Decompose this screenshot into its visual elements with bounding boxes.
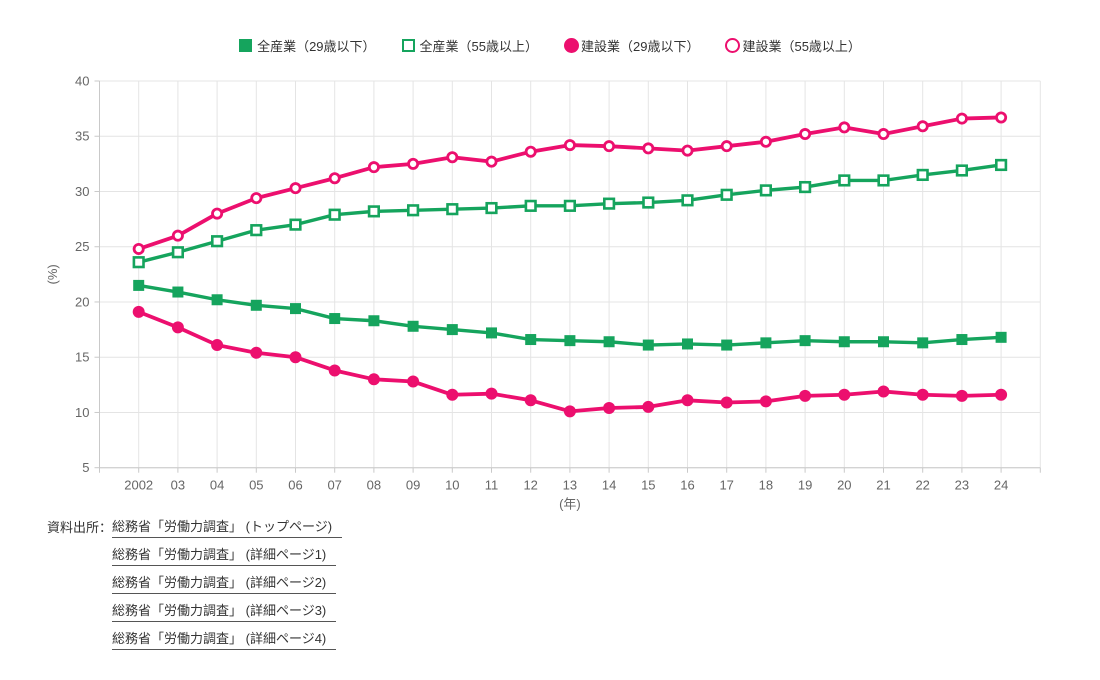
svg-text:23: 23	[955, 478, 969, 493]
open-circle-marker-icon	[725, 38, 741, 53]
svg-text:20: 20	[75, 294, 89, 309]
svg-text:09: 09	[406, 478, 420, 493]
source-link-detail-page-4[interactable]: 総務省「労働力調査」 (詳細ページ4)	[112, 631, 337, 650]
legend-item-all-industries-over55: 全産業（55歳以上）	[401, 36, 538, 55]
sources-label: 資料出所：	[47, 520, 113, 535]
svg-text:05: 05	[249, 478, 263, 493]
open-square-marker-icon	[401, 39, 415, 52]
source-link-detail-page-1[interactable]: 総務省「労働力調査」 (詳細ページ1)	[112, 547, 337, 566]
source-link-detail-page-2[interactable]: 総務省「労働力調査」 (詳細ページ2)	[112, 575, 337, 594]
svg-text:07: 07	[327, 478, 341, 493]
svg-text:(%): (%)	[45, 264, 60, 284]
svg-text:24: 24	[994, 478, 1008, 493]
svg-text:18: 18	[759, 478, 773, 493]
filled-square-marker-icon	[239, 39, 253, 52]
svg-text:19: 19	[798, 478, 812, 493]
svg-text:10: 10	[445, 478, 459, 493]
legend-item-construction-under29: 建設業（29歳以下）	[564, 36, 699, 55]
svg-text:08: 08	[367, 478, 381, 493]
svg-text:20: 20	[837, 478, 851, 493]
svg-text:30: 30	[75, 184, 89, 199]
sources-block: 資料出所： 総務省「労働力調査」 (トップページ) 総務省「労働力調査」 (詳細…	[47, 519, 343, 659]
legend-label: 全産業（55歳以上）	[419, 39, 538, 54]
svg-text:25: 25	[75, 239, 89, 254]
svg-text:11: 11	[485, 478, 499, 493]
svg-text:22: 22	[915, 478, 929, 493]
svg-text:13: 13	[563, 478, 577, 493]
legend-item-construction-over55: 建設業（55歳以上）	[725, 36, 861, 55]
source-link-top-page[interactable]: 総務省「労働力調査」 (トップページ)	[112, 519, 343, 538]
legend-label: 建設業（29歳以下）	[581, 39, 700, 54]
svg-text:(年): (年)	[559, 497, 581, 512]
legend-label: 全産業（29歳以下）	[257, 39, 376, 54]
svg-text:17: 17	[719, 478, 733, 493]
svg-text:03: 03	[171, 478, 185, 493]
svg-text:40: 40	[75, 74, 89, 89]
svg-text:06: 06	[288, 478, 302, 493]
svg-text:12: 12	[523, 478, 537, 493]
chart-legend: 全産業（29歳以下） 全産業（55歳以上） 建設業（29歳以下） 建設業（55歳…	[0, 36, 1100, 55]
svg-text:10: 10	[75, 405, 89, 420]
age-composition-line-chart: 5 10 15 20 25 30 35 40 2002 03 04 05 06 07 08 09 10 11 12 1…	[45, 74, 1041, 512]
legend-item-all-industries-under29: 全産業（29歳以下）	[239, 36, 376, 55]
svg-text:21: 21	[876, 478, 890, 493]
legend-label: 建設業（55歳以上）	[742, 39, 861, 54]
svg-text:04: 04	[210, 478, 224, 493]
svg-text:16: 16	[680, 478, 694, 493]
svg-text:15: 15	[75, 350, 89, 365]
svg-text:15: 15	[641, 478, 655, 493]
svg-text:5: 5	[82, 460, 89, 475]
svg-text:14: 14	[602, 478, 616, 493]
source-link-detail-page-3[interactable]: 総務省「労働力調査」 (詳細ページ3)	[112, 603, 337, 622]
svg-text:35: 35	[75, 129, 89, 144]
sources-link-list: 総務省「労働力調査」 (トップページ) 総務省「労働力調査」 (詳細ページ1) …	[112, 519, 343, 659]
filled-circle-marker-icon	[564, 38, 579, 53]
svg-text:2002: 2002	[124, 478, 153, 493]
